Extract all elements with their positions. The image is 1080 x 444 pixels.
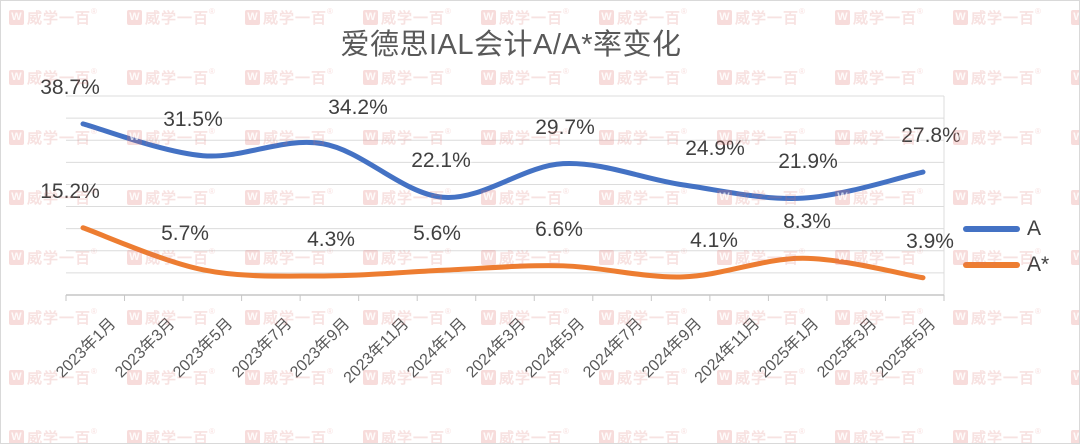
chart-title: 爱德思IAL会计A/A*率变化 [340, 29, 682, 61]
legend-item-a: A [963, 217, 1049, 241]
data-label-a: 31.5% [163, 107, 223, 131]
legend-line-a-star-swatch [963, 262, 1020, 268]
data-label-a: 27.8% [901, 124, 961, 148]
legend-label-a: A [1027, 217, 1042, 240]
data-label-a: 34.2% [328, 95, 388, 119]
legend-line-a-swatch [963, 226, 1020, 232]
data-label-a: 22.1% [411, 149, 471, 173]
legend-item-a-star: A* [963, 253, 1049, 277]
data-label-a-star: 5.6% [413, 222, 461, 246]
data-label-a-star: 6.6% [535, 217, 583, 241]
legend: A A* [963, 217, 1049, 289]
data-label-a: 21.9% [778, 150, 838, 174]
data-label-a-star: 5.7% [161, 221, 209, 245]
series-line-a-star [80, 225, 926, 281]
data-label-a-star: 8.3% [783, 210, 831, 234]
data-label-a-star: 15.2% [40, 179, 100, 203]
data-label-a-star: 4.1% [690, 228, 738, 252]
data-label-a: 38.7% [40, 75, 100, 99]
series-line-a [80, 121, 926, 201]
data-label-a-star: 3.9% [906, 229, 954, 253]
legend-label-a-star: A* [1027, 253, 1050, 276]
data-label-a: 29.7% [535, 115, 595, 139]
data-label-a: 24.9% [685, 136, 745, 160]
data-label-a-star: 4.3% [307, 227, 355, 251]
